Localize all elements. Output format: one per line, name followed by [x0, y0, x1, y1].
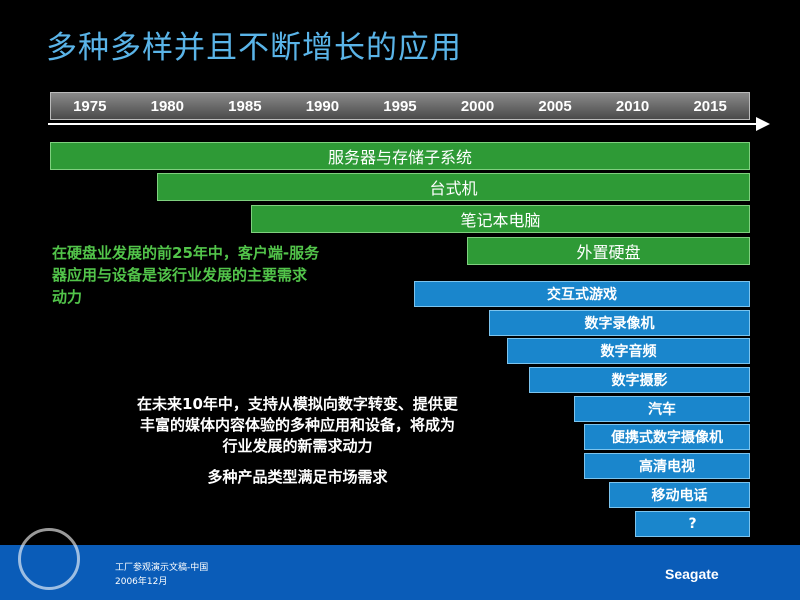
timeline-year: 2015 — [693, 97, 727, 115]
blue-bar: ? — [635, 511, 750, 537]
footer-band — [0, 545, 800, 600]
blue-bar: 数字音频 — [507, 338, 750, 364]
green-bar: 服务器与存储子系统 — [50, 142, 750, 170]
slide-title: 多种多样并且不断增长的应用 — [46, 30, 462, 66]
summary: 多种产品类型满足市场需求 — [207, 468, 388, 486]
footer-date: 2006年12月 — [115, 577, 168, 587]
note-line: 在未来10年中，支持从模拟向数字转变、提供更 — [137, 395, 458, 413]
timeline-axis — [48, 123, 758, 125]
footer-ring — [18, 528, 80, 590]
white-note: 在未来10年中，支持从模拟向数字转变、提供更 丰富的媒体内容体验的多种应用和设备，… — [100, 394, 495, 457]
timeline-year: 1995 — [383, 97, 417, 115]
timeline: 1975 1980 1985 1990 1995 2000 2005 2010 2015 — [50, 92, 750, 120]
timeline-year: 2005 — [538, 97, 572, 115]
blue-bar: 移动电话 — [609, 482, 750, 508]
timeline-year: 1980 — [150, 97, 184, 115]
green-bar: 外置硬盘 — [467, 237, 750, 265]
timeline-year: 2010 — [615, 97, 650, 115]
blue-bar: 便携式数字摄像机 — [584, 424, 750, 450]
timeline-arrow — [756, 117, 770, 131]
green-note: 在硬盘业发展的前25年中，客户端-服务 器应用与设备是该行业发展的主要需求 动力 — [52, 242, 382, 308]
blue-bar: 数字录像机 — [489, 310, 750, 336]
note-line: 器应用与设备是该行业发展的主要需求 — [52, 266, 308, 284]
note-line: 动力 — [52, 288, 83, 306]
blue-bar: 数字摄影 — [529, 367, 750, 393]
timeline-year: 1985 — [228, 97, 262, 115]
note-line: 行业发展的新需求动力 — [222, 437, 373, 455]
note-line: 在硬盘业发展的前25年中，客户端-服务 — [52, 244, 320, 262]
green-bar: 台式机 — [157, 173, 750, 201]
blue-bar: 高清电视 — [584, 453, 750, 479]
timeline-year: 1990 — [305, 97, 340, 115]
timeline-year: 1975 — [73, 97, 107, 115]
blue-bar: 汽车 — [574, 396, 750, 422]
logo: Seagate — [665, 566, 719, 582]
blue-bar: 交互式游戏 — [414, 281, 750, 307]
footer-text: 工厂参观演示文稿-中国 — [115, 563, 209, 573]
green-bar: 笔记本电脑 — [251, 205, 750, 233]
timeline-year: 2000 — [460, 97, 495, 115]
note-line: 丰富的媒体内容体验的多种应用和设备，将成为 — [139, 416, 455, 434]
